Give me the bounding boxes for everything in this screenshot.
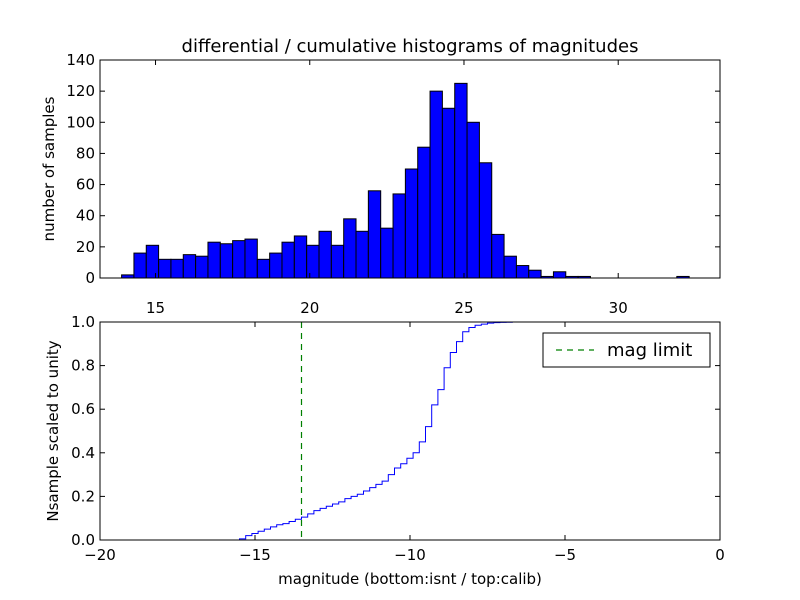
y-tick-label: 40 [76,207,95,225]
histogram-bar [145,244,160,279]
histogram-bar [404,168,419,279]
x-tick-label: 30 [609,299,628,317]
histogram-bar [133,252,147,279]
chart-title: differential / cumulative histograms of … [182,36,639,57]
histogram-bar [491,233,505,279]
histogram-ticks: 0 20 40 60 80 100 120 140 15 20 25 30 [66,51,720,317]
histogram-bar [256,258,271,279]
histogram-bar [195,255,209,279]
histogram-bar [503,255,517,279]
histogram-bar [441,107,456,279]
histogram-bar [528,269,542,279]
histogram-bar [170,258,184,279]
histogram-bar [392,193,406,279]
y-tick-label: 1.0 [71,313,95,331]
histogram-panel: differential / cumulative histograms of … [40,36,721,317]
y-tick-label: 100 [66,113,95,131]
histogram-bar [330,244,345,279]
x-tick-label: 20 [300,299,319,317]
x-tick-label: −15 [239,546,271,564]
x-tick-label: 15 [146,299,165,317]
cumulative-xlabel: magnitude (bottom:isnt / top:calib) [278,570,542,588]
legend-label: mag limit [607,340,692,361]
histogram-bar [380,227,394,279]
histogram-bar [306,244,320,279]
histogram-bars [121,82,690,279]
y-tick-label: 0.0 [71,531,95,549]
legend: mag limit [542,332,711,368]
histogram-bar [207,241,221,279]
cumulative-ticks: 0.0 0.2 0.4 0.6 0.8 1.0 −20 −15 −10 −5 0 [71,313,725,564]
y-tick-label: 120 [66,82,95,100]
y-tick-label: 140 [66,51,95,69]
y-tick-label: 0.2 [71,487,95,505]
y-tick-label: 0.4 [71,444,95,462]
histogram-bar [343,218,357,279]
histogram-bar [466,121,480,279]
cumulative-ylabel: Nsample scaled to unity [44,340,62,521]
x-tick-label: −5 [554,546,576,564]
cumulative-step-line [100,321,721,541]
histogram-bar [454,82,468,279]
histogram-bar [182,254,197,279]
x-tick-label: −10 [394,546,426,564]
y-tick-label: 20 [76,238,95,256]
x-tick-label: 25 [454,299,473,317]
histogram-bar [367,190,382,279]
y-tick-label: 0.8 [71,357,95,375]
y-tick-label: 0.6 [71,400,95,418]
histogram-bar [417,146,431,279]
histogram-bar [281,241,295,279]
histogram-bar [244,238,258,279]
cumulative-panel: 0.0 0.2 0.4 0.6 0.8 1.0 −20 −15 −10 −5 0 magnitude… [44,313,725,588]
histogram-ylabel: number of samples [40,96,58,241]
y-tick-label: 80 [76,144,95,162]
histogram-frame [99,59,721,279]
histogram-bar [478,162,493,279]
histogram-bar [318,230,332,279]
histogram-bar [269,252,283,279]
x-tick-label: −20 [84,546,116,564]
x-tick-label: 0 [715,546,725,564]
histogram-bar [219,243,234,279]
histogram-bar [355,230,369,279]
y-tick-label: 60 [76,176,95,194]
histogram-bar [515,265,530,279]
histogram-bar [552,271,567,279]
y-tick-label: 0 [85,269,95,287]
histogram-bar [293,235,308,279]
histogram-bar [232,240,246,279]
histogram-bar [429,90,443,279]
histogram-bar [158,258,172,279]
